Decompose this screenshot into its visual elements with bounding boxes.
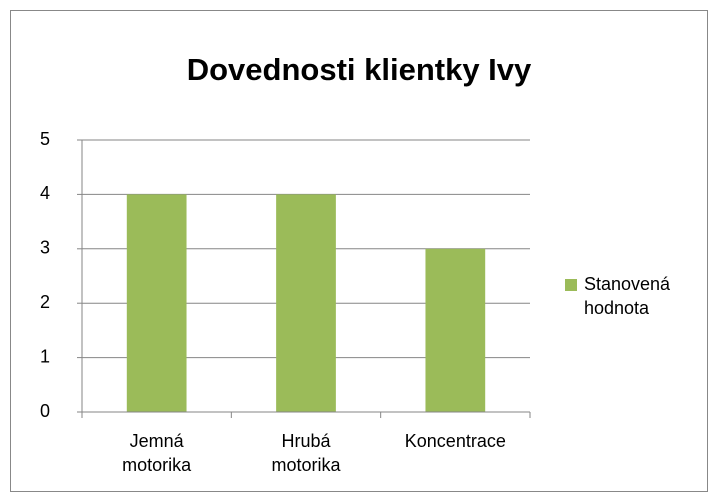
chart-border [10, 10, 708, 492]
y-tick-label: 5 [40, 129, 50, 149]
legend-label: Stanovená hodnota [584, 274, 671, 318]
x-tick-label: Jemná motorika [122, 431, 192, 475]
y-tick-label: 2 [40, 292, 50, 312]
y-tick-label: 0 [40, 401, 50, 421]
x-tick-label: Hrubá motorika [271, 431, 341, 475]
x-tick-label: Koncentrace [404, 431, 506, 451]
chart-title: Dovednosti klientky Ivy [187, 52, 532, 87]
y-tick-label: 1 [40, 346, 50, 366]
bar [126, 194, 187, 412]
y-tick-label: 4 [40, 183, 50, 203]
legend-swatch [565, 279, 577, 291]
bar [276, 194, 336, 412]
y-tick-label: 3 [40, 238, 50, 258]
bar [425, 248, 486, 412]
